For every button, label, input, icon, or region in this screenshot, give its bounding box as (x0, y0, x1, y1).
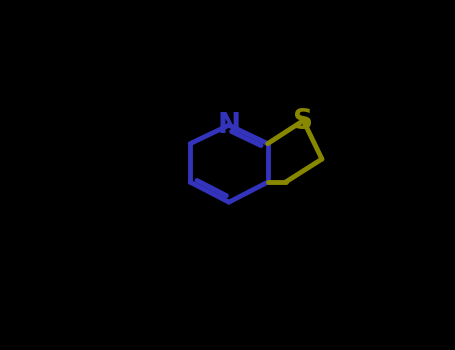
Text: N: N (217, 111, 241, 139)
Text: S: S (293, 106, 313, 134)
